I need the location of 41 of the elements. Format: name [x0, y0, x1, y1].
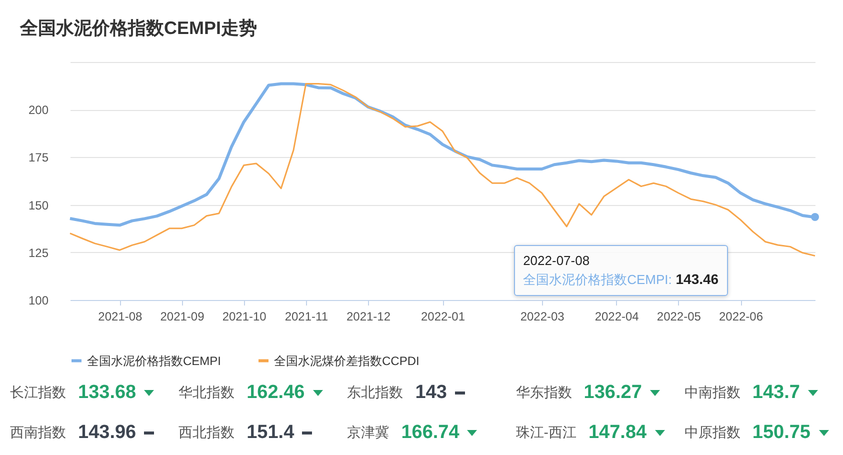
text: 中南指数	[684, 384, 740, 402]
text: 136.27	[584, 382, 642, 404]
annotation: 全国水泥价格指数CEMPI: 143.46	[523, 271, 719, 287]
x-tick-label: 2021-08	[98, 310, 143, 324]
chart-title: 全国水泥价格指数CEMPI走势	[20, 17, 258, 40]
text: 150.75	[752, 422, 811, 444]
text: 中原指数	[684, 424, 740, 442]
text: 133.68	[78, 382, 136, 404]
text: 京津冀	[347, 424, 390, 442]
text: 147.84	[588, 422, 647, 444]
text: 华东指数	[516, 384, 572, 402]
x-tick-label: 2022-05	[656, 310, 702, 324]
text: 华北指数	[178, 384, 235, 402]
text: 162.46	[246, 382, 305, 404]
x-tick-label: 2021-09	[160, 310, 205, 324]
x-tick-label: 2022-04	[594, 310, 640, 324]
text: 143.7	[752, 382, 800, 404]
text: 西南指数	[10, 424, 66, 442]
text: 143	[415, 382, 447, 404]
x-tick-label: 2022-03	[520, 310, 565, 324]
legend-label: 全国水泥煤价差指数CCPDI	[274, 354, 420, 368]
y-tick-label: 100	[28, 294, 49, 308]
x-tick-label: 2021-10	[222, 310, 267, 324]
text: 珠江-西江	[516, 424, 576, 442]
x-tick-label: 2021-11	[284, 310, 328, 324]
text: 143.96	[78, 422, 136, 444]
annotation: 2022-07-08	[523, 252, 591, 270]
legend-label: 全国水泥价格指数CEMPI	[87, 354, 222, 368]
y-tick-label: 175	[28, 150, 49, 165]
text: 166.74	[401, 422, 460, 444]
text: 长江指数	[10, 384, 66, 402]
text: 151.4	[246, 422, 294, 444]
text: 西北指数	[178, 424, 235, 442]
text: 东北指数	[347, 384, 404, 402]
line-series	[69, 82, 816, 257]
x-tick-label: 2022-01	[420, 310, 466, 324]
y-tick-label: 125	[28, 246, 49, 260]
y-tick-label: 150	[28, 198, 49, 212]
y-tick-label: 200	[28, 103, 49, 118]
x-tick-label: 2022-06	[718, 310, 764, 324]
x-tick-label: 2021-12	[346, 310, 391, 324]
